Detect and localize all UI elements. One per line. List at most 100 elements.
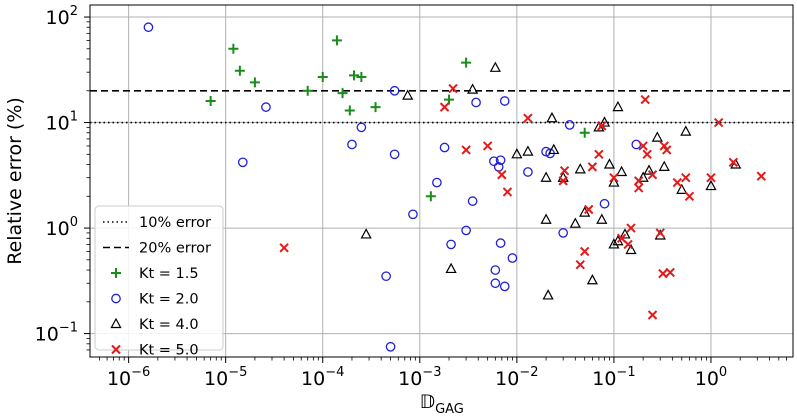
data-point-x <box>658 268 668 279</box>
x-axis-label-subscript: GAG <box>435 402 464 416</box>
data-point-x <box>558 176 568 186</box>
legend-label: 10% error <box>139 215 211 231</box>
data-point-triangle <box>612 100 624 112</box>
data-point-triangle <box>676 183 688 194</box>
data-point-circle <box>446 239 456 250</box>
data-point-triangle <box>511 148 523 159</box>
data-point-circle <box>347 139 357 150</box>
data-point-x <box>448 83 458 94</box>
legend-swatch-triangle <box>110 317 122 329</box>
data-point-circle <box>631 139 642 150</box>
data-point-triangle <box>680 125 692 136</box>
data-point-circle <box>564 120 575 130</box>
data-point-plus <box>425 191 436 202</box>
legend-label: Kt = 5.0 <box>139 343 199 359</box>
plot-frame <box>89 4 794 358</box>
data-point-plus <box>302 85 313 96</box>
data-point-x <box>647 310 658 320</box>
y-tick-label: 101 <box>46 110 78 135</box>
x-tick-label: 100 <box>695 365 727 390</box>
data-point-circle <box>599 198 610 209</box>
data-point-triangle <box>360 228 372 239</box>
data-point-circle <box>489 156 499 167</box>
data-point-circle <box>385 341 396 352</box>
data-point-x <box>655 228 665 238</box>
data-point-plus <box>317 72 328 83</box>
data-point-circle <box>490 265 501 275</box>
data-point-triangle <box>658 160 670 171</box>
data-point-triangle <box>540 213 552 224</box>
reference-lines <box>90 89 793 124</box>
data-point-circle <box>143 22 154 33</box>
data-point-circle <box>356 122 367 133</box>
data-point-x <box>642 149 652 160</box>
data-point-x <box>497 170 507 180</box>
x-tick-label: 10−2 <box>495 365 538 390</box>
data-point-plus <box>461 57 472 68</box>
data-point-triangle <box>643 164 655 175</box>
data-point-triangle <box>596 213 608 224</box>
series-x <box>279 83 767 320</box>
data-point-circle <box>523 167 533 177</box>
legend-swatch-circle <box>111 293 121 304</box>
data-point-triangle <box>625 243 637 255</box>
data-point-circle <box>499 281 510 292</box>
data-point-x <box>756 171 767 181</box>
x-tick-label: 10−3 <box>398 365 441 390</box>
data-point-circle <box>507 253 518 263</box>
data-point-circle <box>432 177 442 188</box>
data-point-circle <box>408 209 418 220</box>
data-point-x <box>684 191 695 202</box>
data-point-x <box>587 162 598 172</box>
data-point-x <box>594 149 604 160</box>
data-point-x <box>482 141 493 151</box>
data-point-triangle <box>402 89 414 100</box>
data-point-triangle <box>546 111 558 123</box>
data-point-x <box>461 145 471 155</box>
data-point-x <box>559 165 570 176</box>
data-point-x <box>439 102 450 112</box>
legend-swatch-x <box>111 344 121 355</box>
data-point-circle <box>389 149 400 160</box>
data-point-plus <box>234 65 245 76</box>
data-point-circle <box>389 85 400 96</box>
data-point-triangle <box>608 176 620 187</box>
legend-box <box>94 205 224 351</box>
data-point-x <box>579 246 590 257</box>
legend-label: Kt = 1.5 <box>139 266 199 282</box>
y-axis-label: Relative error (%) <box>4 97 26 265</box>
data-point-triangle <box>548 143 560 155</box>
data-point-circle <box>499 96 510 106</box>
data-point-x <box>728 157 739 168</box>
data-point-triangle <box>603 158 616 169</box>
data-point-triangle <box>705 179 717 191</box>
data-point-triangle <box>619 228 631 239</box>
data-point-plus <box>444 94 455 105</box>
data-point-triangle <box>637 171 649 182</box>
data-point-circle <box>495 155 506 166</box>
x-tick-label: 10−5 <box>204 365 247 390</box>
axis-ticks: 10−6 10−5 10−4 10−3 10−2 10−1 100 10−1 100 101 102 <box>35 4 787 390</box>
data-point-x <box>713 117 724 128</box>
data-point-plus <box>370 102 381 113</box>
data-point-x <box>647 170 658 180</box>
y-tick-label: 102 <box>46 4 78 29</box>
data-point-x <box>623 239 633 250</box>
data-point-x <box>681 173 691 183</box>
data-point-x <box>638 141 648 151</box>
data-point-plus <box>349 70 360 81</box>
x-tick-label: 10−1 <box>592 365 635 390</box>
data-point-triangle <box>540 171 552 182</box>
series-plus <box>205 35 590 202</box>
data-point-x <box>575 259 585 270</box>
data-points <box>143 22 767 352</box>
data-point-triangle <box>466 83 479 94</box>
data-point-triangle <box>651 131 663 142</box>
data-point-x <box>626 223 636 233</box>
x-axis-label-main: 𝔻 <box>420 391 436 413</box>
data-point-x <box>523 113 533 123</box>
legend-label: Kt = 2.0 <box>139 292 199 308</box>
legend: 10% error 20% error Kt = 1.5 Kt = 2.0 Kt = 4… <box>94 205 224 359</box>
x-tick-label: 10−4 <box>301 365 344 390</box>
data-point-circle <box>558 228 569 238</box>
